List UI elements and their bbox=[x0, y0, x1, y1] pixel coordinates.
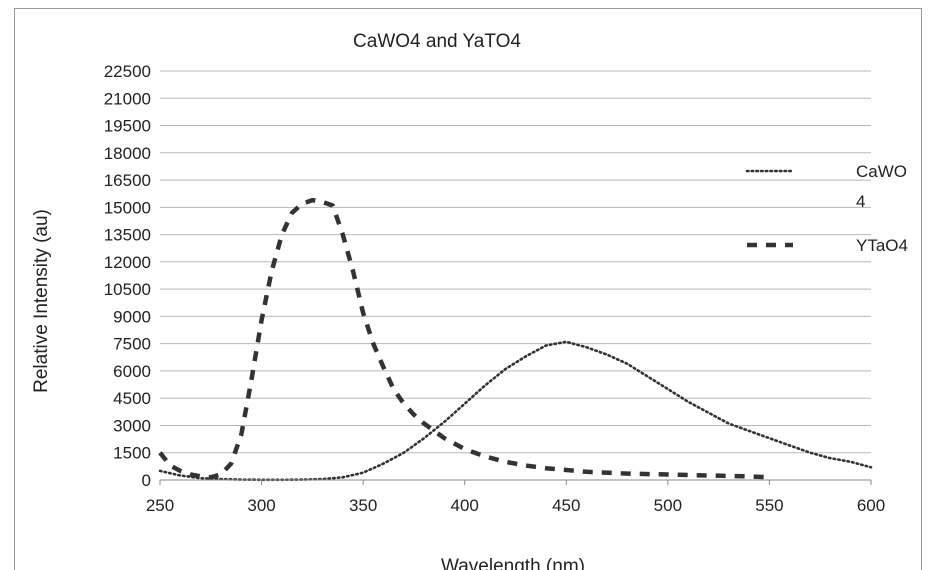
legend-label: YTaO4 bbox=[856, 236, 908, 255]
y-tick-label: 15000 bbox=[104, 198, 151, 217]
x-tick-label: 400 bbox=[451, 496, 479, 515]
series-line-1 bbox=[158, 197, 770, 480]
y-tick-label: 19500 bbox=[104, 117, 151, 136]
legend: CaWO 4 YTaO4 bbox=[745, 162, 908, 255]
legend-label: 4 bbox=[856, 192, 865, 211]
y-tick-label: 21000 bbox=[104, 89, 151, 108]
y-tick-label: 13500 bbox=[104, 226, 151, 245]
y-tick-label: 4500 bbox=[113, 389, 151, 408]
x-tick-label: 250 bbox=[146, 496, 174, 515]
x-axis-ticks: 250 300 350 400 450 500 550 600 bbox=[146, 480, 885, 515]
series-line-0 bbox=[158, 340, 873, 482]
y-tick-label: 16500 bbox=[104, 171, 151, 190]
y-tick-label: 1500 bbox=[113, 444, 151, 463]
x-tick-label: 450 bbox=[552, 496, 580, 515]
y-tick-label: 3000 bbox=[113, 416, 151, 435]
chart-title: CaWO4 and YaTO4 bbox=[353, 31, 521, 52]
y-axis-label: Relative Intensity (au) bbox=[31, 209, 52, 393]
x-tick-label: 300 bbox=[247, 496, 275, 515]
y-tick-label: 0 bbox=[142, 471, 151, 490]
x-tick-label: 500 bbox=[654, 496, 682, 515]
x-tick-label: 600 bbox=[857, 496, 885, 515]
y-tick-label: 6000 bbox=[113, 362, 151, 381]
grid-lines bbox=[160, 70, 871, 454]
x-axis-label: Wavelength (nm) bbox=[441, 556, 585, 570]
y-axis-ticks: 0 1500 3000 4500 6000 7500 9000 10500 12000 13500… bbox=[104, 62, 151, 490]
line-chart: CaWO4 and YaTO4 015003000450060007500900… bbox=[31, 31, 908, 570]
y-tick-label: 18000 bbox=[104, 144, 151, 163]
chart-frame: CaWO4 and YaTO4 0 1500 3000 4500 6000 7500 900… bbox=[14, 8, 922, 570]
y-tick-label: 12000 bbox=[104, 253, 151, 272]
legend-label: CaWO bbox=[856, 162, 907, 181]
x-tick-label: 350 bbox=[349, 496, 377, 515]
plot-series bbox=[158, 197, 873, 482]
y-tick-label: 22500 bbox=[104, 62, 151, 81]
y-tick-label: 7500 bbox=[113, 335, 151, 354]
y-tick-label: 9000 bbox=[113, 307, 151, 326]
x-tick-label: 550 bbox=[755, 496, 783, 515]
y-tick-label: 10500 bbox=[104, 280, 151, 299]
